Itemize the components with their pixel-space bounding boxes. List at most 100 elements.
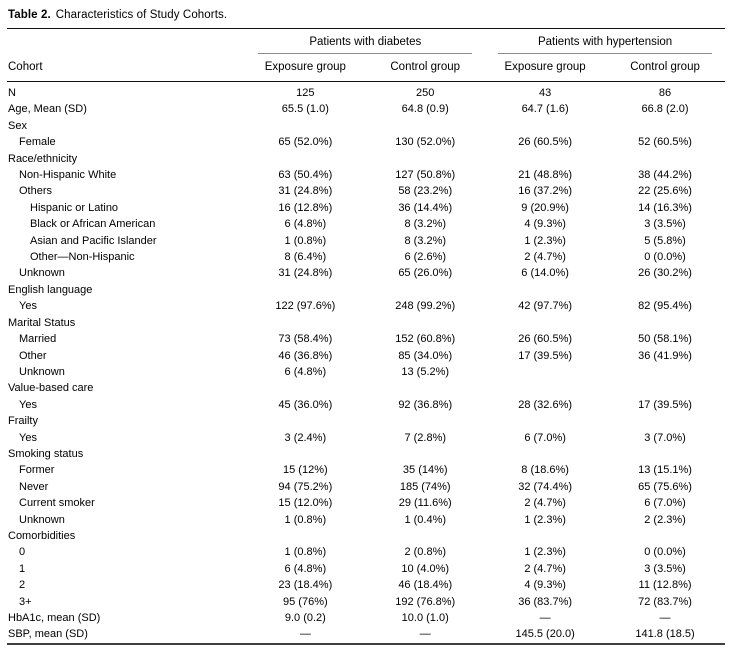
table-row: Unknown 1 (0.8%) 1 (0.4%) 1 (2.3%) 2 (2.3%) bbox=[7, 512, 725, 528]
cell-value: 26 (60.5%) bbox=[518, 333, 573, 346]
row-label: Unknown bbox=[19, 365, 65, 378]
table-row: Others 31 (24.8%) 58 (23.2%) 16 (37.2%) 22 (… bbox=[7, 183, 725, 199]
cell-value: 86 bbox=[658, 87, 672, 99]
row-label: Marital Status bbox=[8, 316, 76, 329]
cell-value: 6 (2.6%) bbox=[404, 251, 447, 264]
row-label: Frailty bbox=[8, 415, 38, 428]
cell-value bbox=[605, 413, 725, 429]
cell-value: 130 (52.0%) bbox=[395, 136, 456, 149]
row-label: Unknown bbox=[19, 267, 65, 280]
table-row: Sex bbox=[7, 118, 725, 134]
row-label: 3+ bbox=[19, 595, 32, 608]
cell-value: 15 (12%) bbox=[283, 464, 328, 477]
cell-value: 248 (99.2%) bbox=[395, 300, 456, 313]
table-row: Yes 3 (2.4%) 7 (2.8%) 6 (7.0%) 3 (7.0%) bbox=[7, 430, 725, 446]
table-row: Comorbidities bbox=[7, 528, 725, 544]
cell-value: 46 (36.8%) bbox=[278, 349, 333, 362]
table-row: Marital Status bbox=[7, 315, 725, 331]
cell-value bbox=[245, 528, 365, 544]
cohort-characteristics-table: Patients with diabetes Patients with hyp… bbox=[7, 29, 725, 645]
cell-value: 10 (4.0%) bbox=[401, 562, 450, 575]
cell-value: 17 (39.5%) bbox=[518, 349, 573, 362]
cell-value: 26 (30.2%) bbox=[638, 267, 692, 280]
row-label: Comorbidities bbox=[8, 529, 76, 542]
cell-value: 36 (41.9%) bbox=[638, 349, 692, 362]
cell-value bbox=[485, 446, 605, 462]
row-label: HbA1c, mean (SD) bbox=[8, 612, 101, 624]
cell-value: 6 (7.0%) bbox=[644, 497, 686, 510]
table-row: Unknown 6 (4.8%) 13 (5.2%) bbox=[7, 364, 725, 380]
table-title: Table 2. Characteristics of Study Cohorts… bbox=[7, 0, 725, 29]
row-label: Unknown bbox=[19, 513, 65, 526]
row-label: English language bbox=[8, 283, 93, 296]
cell-value: 6 (7.0%) bbox=[524, 431, 566, 444]
cell-value: 46 (18.4%) bbox=[398, 579, 453, 592]
cell-value bbox=[605, 528, 725, 544]
cell-value: 3 (3.5%) bbox=[644, 218, 686, 231]
table-row: Frailty bbox=[7, 413, 725, 429]
cell-value: 1 (2.3%) bbox=[524, 546, 566, 559]
cell-value bbox=[485, 315, 605, 331]
cell-value bbox=[485, 282, 605, 298]
cell-value bbox=[485, 364, 605, 380]
cell-value: 31 (24.8%) bbox=[278, 185, 333, 198]
table-row: 2 23 (18.4%) 46 (18.4%) 4 (9.3%) 11 (12.8%) bbox=[7, 577, 725, 593]
cell-value: 13 (5.2%) bbox=[401, 365, 450, 378]
cell-value: 4 (9.3%) bbox=[524, 579, 566, 592]
cell-value: 8 (18.6%) bbox=[521, 464, 569, 477]
row-label: Age, Mean (SD) bbox=[8, 103, 87, 116]
table-row: Smoking status bbox=[7, 446, 725, 462]
table-row: Never 94 (75.2%) 185 (74%) 32 (74.4%) 65 (75… bbox=[7, 479, 725, 495]
cell-value: 1 (0.8%) bbox=[284, 546, 327, 559]
row-label: Hispanic or Latino bbox=[30, 201, 119, 214]
row-label: 1 bbox=[19, 562, 26, 575]
group-header-diabetes: Patients with diabetes bbox=[245, 29, 485, 54]
cell-value bbox=[365, 315, 485, 331]
cell-value bbox=[485, 151, 605, 167]
cell-value: — bbox=[659, 612, 671, 624]
cell-value bbox=[245, 151, 365, 167]
row-label: Other bbox=[19, 349, 47, 362]
cell-value bbox=[365, 151, 485, 167]
cell-value bbox=[245, 118, 365, 134]
cell-value: 14 (16.3%) bbox=[638, 201, 692, 214]
cell-value: 5 (5.8%) bbox=[644, 234, 686, 247]
cell-value: 8 (3.2%) bbox=[404, 218, 447, 231]
table-row: Age, Mean (SD) 65.5 (1.0) 64.8 (0.9) 64.7 (… bbox=[7, 101, 725, 117]
cell-value: 42 (97.7%) bbox=[518, 300, 573, 313]
cell-value: 65.5 (1.0) bbox=[281, 103, 329, 116]
cell-value: 65 (26.0%) bbox=[398, 267, 453, 280]
row-label: Others bbox=[19, 185, 53, 198]
cell-value: 0 (0.0%) bbox=[644, 251, 686, 264]
table-row: Non-Hispanic White 63 (50.4%) 127 (50.8%) 2… bbox=[7, 167, 725, 183]
cell-value bbox=[485, 413, 605, 429]
cell-value bbox=[605, 118, 725, 134]
column-header-row: Cohort Exposure group Control group Expo… bbox=[7, 54, 725, 82]
cell-value: 64.7 (1.6) bbox=[521, 103, 569, 116]
cell-value: 95 (76%) bbox=[283, 595, 328, 608]
cell-value: 11 (12.8%) bbox=[638, 579, 692, 592]
row-label: 0 bbox=[19, 546, 26, 559]
table-row: N 125 250 43 86 bbox=[7, 82, 725, 102]
cell-value bbox=[365, 413, 485, 429]
cell-value: 65 (52.0%) bbox=[278, 136, 333, 149]
table-row: Value-based care bbox=[7, 380, 725, 396]
cell-value: 31 (24.8%) bbox=[278, 267, 333, 280]
cell-value: 10.0 (1.0) bbox=[401, 612, 449, 624]
row-label: Never bbox=[19, 480, 49, 493]
table-row: 0 1 (0.8%) 2 (0.8%) 1 (2.3%) 0 (0.0%) bbox=[7, 544, 725, 560]
table-row: Current smoker 15 (12.0%) 29 (11.6%) 2 (4.7… bbox=[7, 495, 725, 511]
cell-value bbox=[605, 446, 725, 462]
table-row: 1 6 (4.8%) 10 (4.0%) 2 (4.7%) 3 (3.5%) bbox=[7, 561, 725, 577]
table-row: 3+ 95 (76%) 192 (76.8%) 36 (83.7%) 72 (83.7%… bbox=[7, 594, 725, 610]
cell-value: 50 (58.1%) bbox=[638, 333, 692, 346]
cell-value bbox=[605, 315, 725, 331]
column-header-hypertension-control: Control group bbox=[605, 54, 725, 82]
cell-value: 36 (14.4%) bbox=[398, 201, 453, 214]
cell-value: 122 (97.6%) bbox=[275, 300, 336, 313]
cell-value: 3 (3.5%) bbox=[644, 562, 686, 575]
row-label: Smoking status bbox=[8, 447, 84, 460]
cell-value bbox=[605, 380, 725, 396]
cell-value bbox=[485, 118, 605, 134]
cell-value: 1 (2.3%) bbox=[524, 234, 566, 247]
